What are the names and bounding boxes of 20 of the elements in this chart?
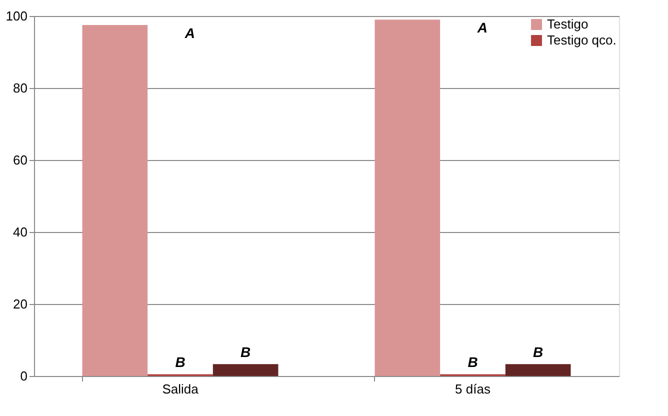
x-tick-label: Salida	[162, 382, 200, 396]
y-tick-label: 0	[20, 368, 28, 384]
annotation: A	[476, 20, 488, 36]
annotation: B	[240, 344, 251, 360]
annotation: A	[184, 25, 196, 41]
annotation: B	[533, 344, 544, 360]
legend-label: Testigo	[547, 16, 588, 32]
y-tick-label: 80	[13, 80, 28, 96]
bar	[82, 25, 148, 376]
bar	[212, 364, 278, 376]
y-tick-label: 100	[6, 8, 28, 24]
y-tick-label: 40	[13, 224, 28, 240]
annotation: B	[175, 354, 186, 370]
y-tick-label: 60	[13, 152, 28, 168]
legend-label: Testigo qco.	[547, 32, 616, 48]
bar	[505, 364, 571, 376]
x-tick-label: 5 días	[455, 382, 491, 396]
annotation: B	[468, 354, 478, 370]
bar	[374, 20, 440, 376]
y-tick-label: 20	[13, 296, 28, 312]
